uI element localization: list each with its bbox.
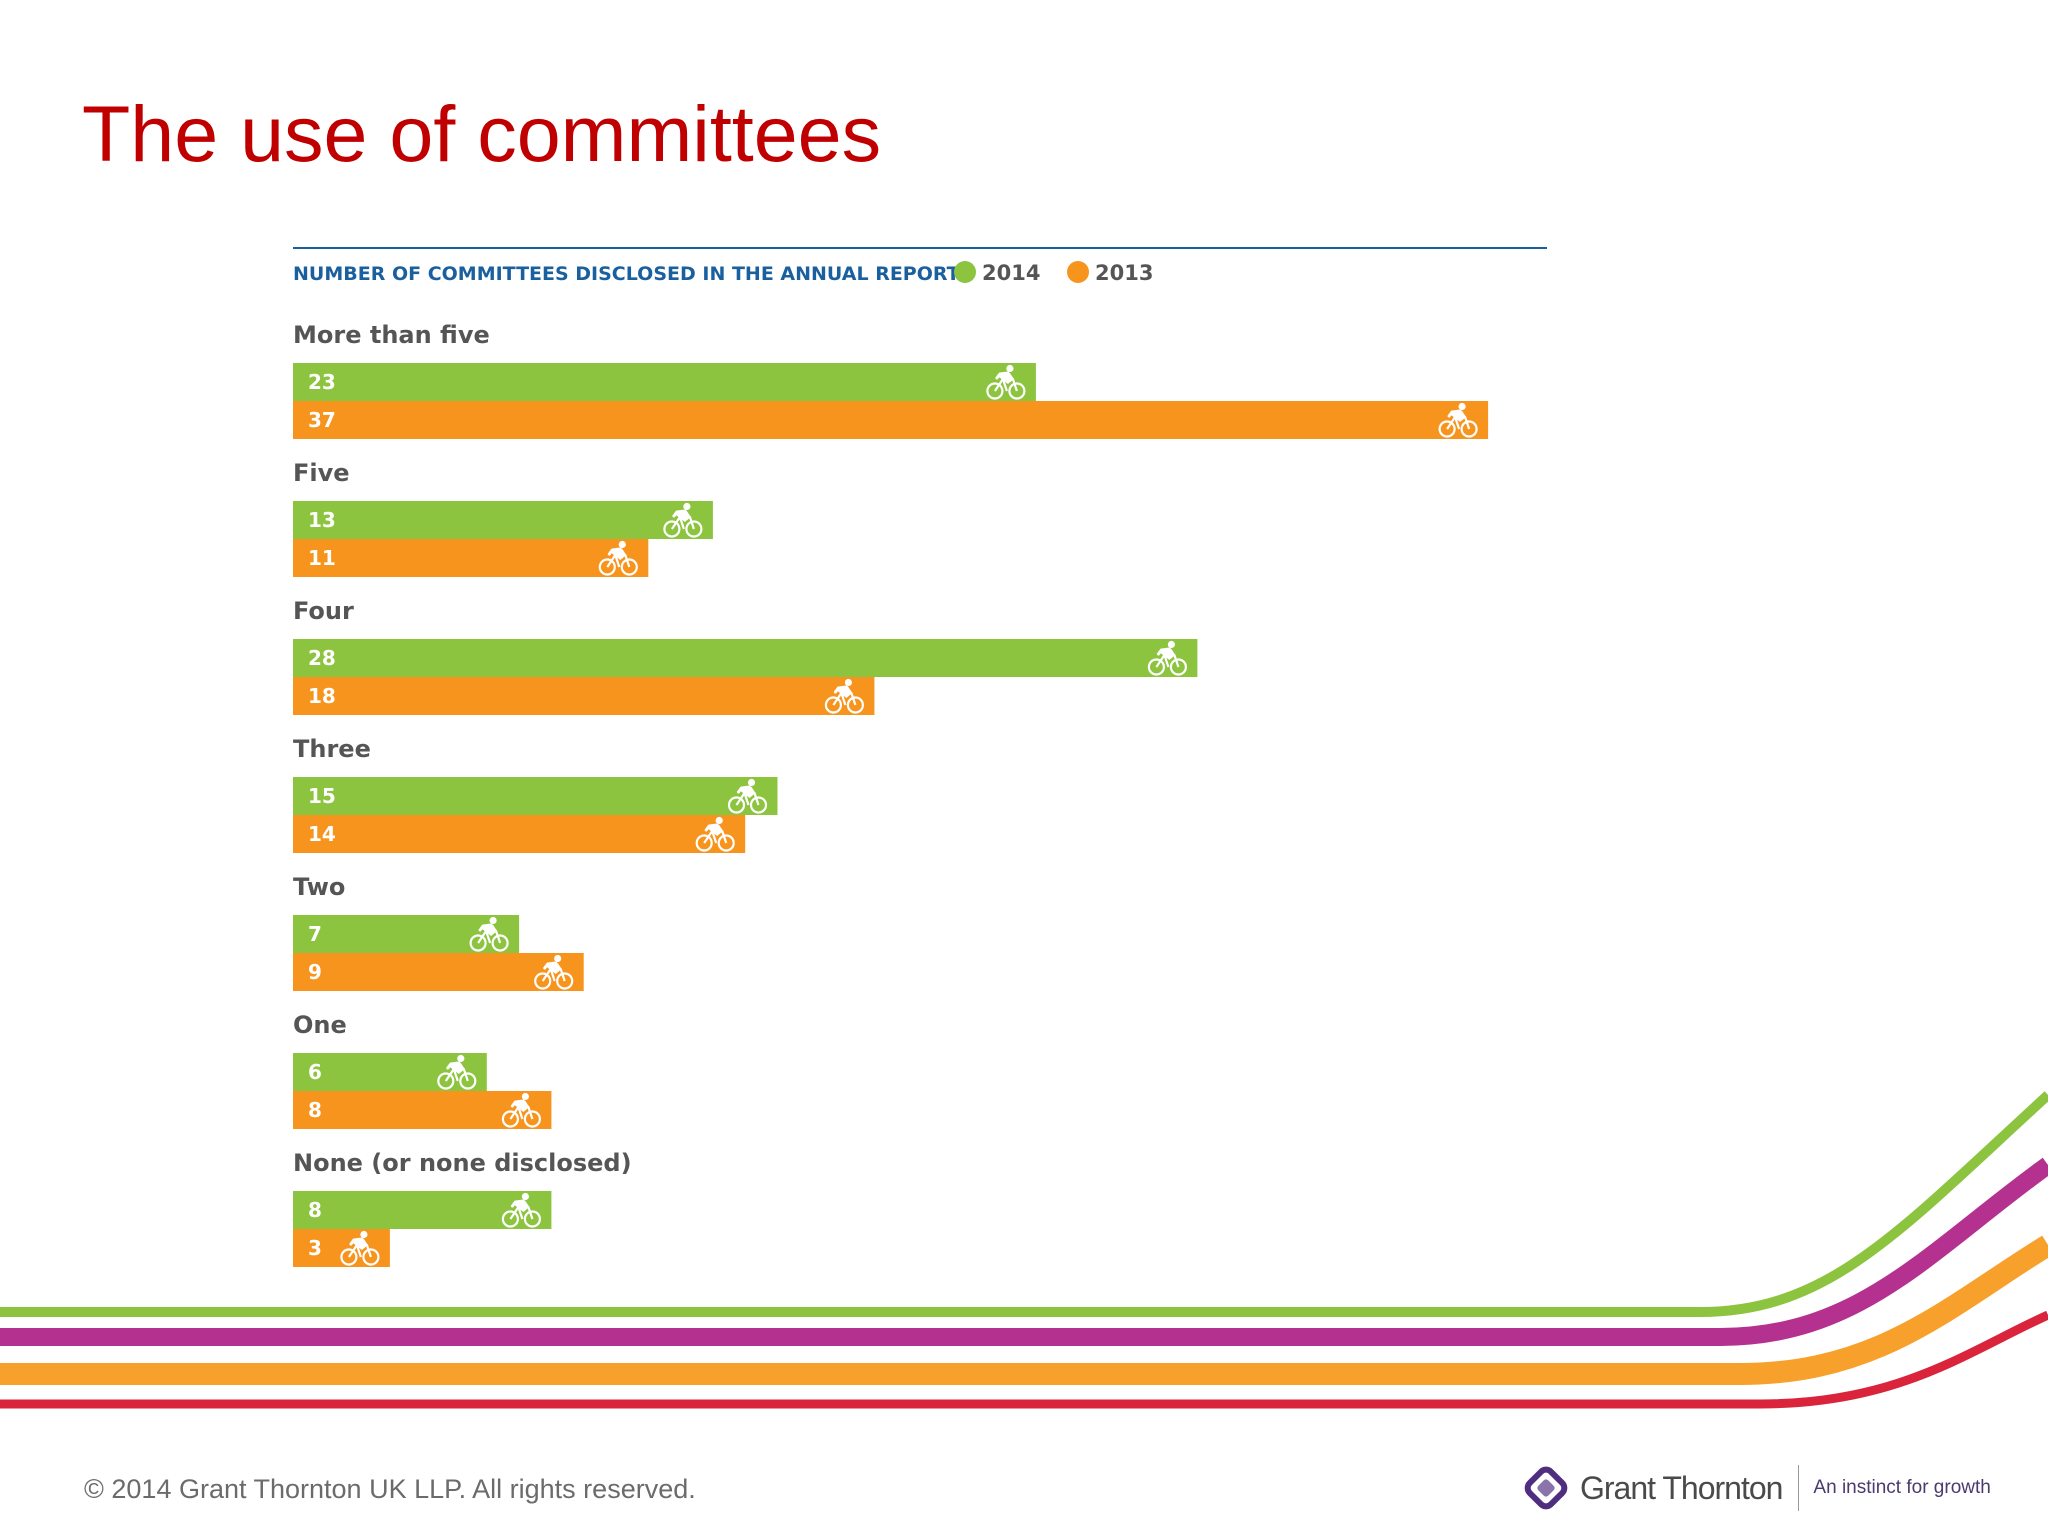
bar-three-2014 — [293, 777, 778, 815]
bar-four-2013 — [293, 677, 875, 715]
bar-three-2013 — [293, 815, 746, 853]
legend-label-2013: 2013 — [1095, 261, 1153, 285]
bar-value-four-2013: 18 — [308, 684, 336, 708]
bar-two-2013 — [293, 953, 584, 991]
brand-separator — [1798, 1465, 1800, 1511]
legend-swatch-2013 — [1067, 261, 1089, 283]
bar-more-than-five-2013 — [293, 401, 1489, 439]
category-label-four: Four — [293, 597, 354, 625]
legend: 2014 2013 — [954, 261, 1153, 285]
category-label-none-or-none-disclosed: None (or none disclosed) — [293, 1149, 632, 1177]
legend-swatch-2014 — [954, 261, 976, 283]
bar-value-five-2013: 11 — [308, 546, 336, 570]
stripe-red — [0, 1310, 2048, 1409]
bar-value-one-2013: 8 — [308, 1098, 322, 1122]
bar-value-three-2013: 14 — [308, 822, 336, 846]
brand-logo: Grant Thornton An instinct for growth — [1522, 1460, 1991, 1516]
bar-value-one-2014: 6 — [308, 1060, 322, 1084]
bars-layer: More than five2337Five1311Four2818Three1… — [293, 321, 1489, 1267]
bar-value-two-2013: 9 — [308, 960, 322, 984]
stripe-green — [0, 1091, 2048, 1317]
decorative-stripes — [0, 1091, 2048, 1409]
bar-value-four-2014: 28 — [308, 646, 336, 670]
stripe-orange — [0, 1235, 2048, 1385]
bar-five-2013 — [293, 539, 649, 577]
category-label-five: Five — [293, 459, 350, 487]
bar-value-more-than-five-2014: 23 — [308, 370, 336, 394]
category-label-three: Three — [293, 735, 371, 763]
copyright-footer: © 2014 Grant Thornton UK LLP. All rights… — [84, 1474, 696, 1504]
bar-none-or-none-disclosed-2014 — [293, 1191, 552, 1229]
bar-value-none-or-none-disclosed-2014: 8 — [308, 1198, 322, 1222]
bar-value-five-2014: 13 — [308, 508, 336, 532]
bar-four-2014 — [293, 639, 1198, 677]
bar-value-more-than-five-2013: 37 — [308, 408, 336, 432]
bar-value-two-2014: 7 — [308, 922, 322, 946]
category-label-one: One — [293, 1011, 347, 1039]
legend-label-2014: 2014 — [982, 261, 1040, 285]
bar-value-three-2014: 15 — [308, 784, 336, 808]
category-label-two: Two — [293, 873, 345, 901]
chart-title: NUMBER OF COMMITTEES DISCLOSED IN THE AN… — [293, 263, 960, 285]
bar-one-2013 — [293, 1091, 552, 1129]
bar-value-none-or-none-disclosed-2013: 3 — [308, 1236, 322, 1260]
grant-thornton-logo-icon — [1524, 1466, 1568, 1510]
brand-tagline: An instinct for growth — [1813, 1477, 1991, 1498]
stripe-purple — [0, 1157, 2048, 1346]
brand-name: Grant Thornton — [1580, 1469, 1783, 1506]
bar-more-than-five-2014 — [293, 363, 1036, 401]
slide-title: The use of committees — [82, 89, 882, 178]
category-label-more-than-five: More than five — [293, 321, 490, 349]
bar-two-2014 — [293, 915, 520, 953]
bar-five-2014 — [293, 501, 713, 539]
